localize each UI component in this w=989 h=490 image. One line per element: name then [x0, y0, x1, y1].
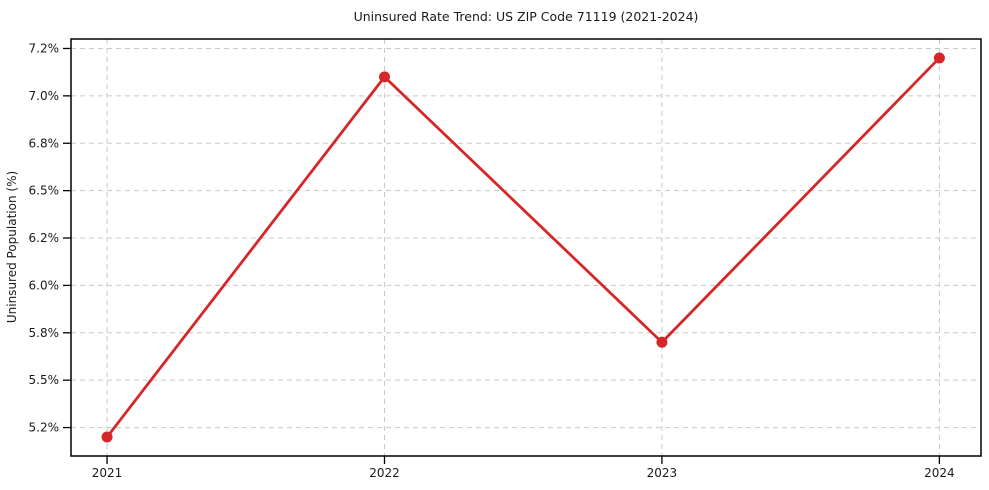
data-point-marker [379, 71, 391, 83]
y-tick-label: 7.0% [29, 89, 60, 103]
vertical-gridlines [106, 39, 940, 456]
y-tick-label: 5.8% [29, 326, 60, 340]
y-tick-label: 6.5% [29, 184, 60, 198]
x-tick-label: 2023 [647, 466, 678, 480]
chart-title: Uninsured Rate Trend: US ZIP Code 71119 … [354, 9, 699, 24]
trend-line [105, 56, 941, 439]
data-points [101, 52, 945, 443]
x-axis-tick-labels: 2021 2022 2023 2024 [92, 466, 955, 480]
y-tick-label: 6.8% [29, 136, 60, 150]
data-point-marker [101, 431, 113, 443]
data-point-marker [656, 336, 668, 348]
y-tick-label: 6.0% [29, 278, 60, 292]
y-axis-label: Uninsured Population (%) [5, 171, 19, 323]
data-point-marker [933, 52, 945, 64]
y-axis-ticks [63, 47, 71, 429]
y-tick-label: 7.2% [29, 41, 60, 55]
y-tick-label: 6.2% [29, 231, 60, 245]
x-tick-label: 2024 [924, 466, 955, 480]
x-tick-label: 2022 [369, 466, 400, 480]
y-tick-label: 5.5% [29, 373, 60, 387]
x-axis-ticks [106, 456, 941, 464]
y-tick-label: 5.2% [29, 421, 60, 435]
x-tick-label: 2021 [92, 466, 123, 480]
horizontal-gridlines [71, 47, 981, 429]
y-axis-tick-labels: 5.2% 5.5% 5.8% 6.0% 6.2% 6.5% 6.8% 7.0% 7.2% [29, 41, 60, 434]
plot-border [70, 38, 982, 457]
